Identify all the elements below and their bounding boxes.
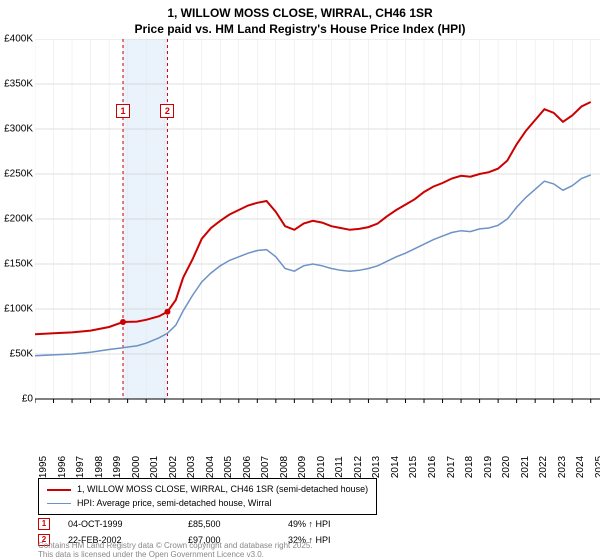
x-tick-label: 2002 <box>168 456 179 478</box>
y-axis-labels: £0£50K£100K£150K£200K£250K£300K£350K£400… <box>0 39 35 439</box>
x-tick-label: 2011 <box>334 456 345 478</box>
y-tick-label: £350K <box>4 79 33 90</box>
x-tick-label: 2010 <box>316 456 327 478</box>
legend-swatch <box>47 503 71 504</box>
x-tick-label: 2003 <box>186 456 197 478</box>
x-tick-label: 2014 <box>390 456 401 478</box>
footer-line-2: This data is licensed under the Open Gov… <box>38 550 313 560</box>
x-tick-label: 2020 <box>501 456 512 478</box>
x-tick-label: 2000 <box>131 456 142 478</box>
x-tick-label: 2015 <box>408 456 419 478</box>
y-tick-label: £0 <box>22 394 33 405</box>
x-tick-label: 2004 <box>205 456 216 478</box>
x-tick-label: 1995 <box>38 456 49 478</box>
legend: 1, WILLOW MOSS CLOSE, WIRRAL, CH46 1SR (… <box>38 478 377 515</box>
x-tick-label: 1996 <box>57 456 68 478</box>
x-tick-label: 2024 <box>575 456 586 478</box>
legend-label: HPI: Average price, semi-detached house,… <box>77 497 271 511</box>
x-tick-label: 2022 <box>538 456 549 478</box>
x-tick-label: 2001 <box>149 456 160 478</box>
x-tick-label: 2009 <box>297 456 308 478</box>
x-tick-label: 2005 <box>223 456 234 478</box>
legend-item: 1, WILLOW MOSS CLOSE, WIRRAL, CH46 1SR (… <box>47 483 368 497</box>
legend-item: HPI: Average price, semi-detached house,… <box>47 497 368 511</box>
x-tick-label: 2019 <box>483 456 494 478</box>
y-tick-label: £100K <box>4 304 33 315</box>
y-tick-label: £250K <box>4 169 33 180</box>
y-tick-label: £200K <box>4 214 33 225</box>
x-tick-label: 2023 <box>557 456 568 478</box>
x-tick-label: 2017 <box>446 456 457 478</box>
y-tick-label: £300K <box>4 124 33 135</box>
x-tick-label: 1999 <box>112 456 123 478</box>
transaction-hpi-delta: 49% ↑ HPI <box>288 519 388 529</box>
x-tick-label: 2007 <box>260 456 271 478</box>
x-tick-label: 2006 <box>242 456 253 478</box>
footer-attribution: Contains HM Land Registry data © Crown c… <box>38 541 313 560</box>
x-axis-labels: 1995 1996 1997 1998 1999 2000 2001 2002 2003 2004… <box>35 439 600 477</box>
x-tick-label: 2018 <box>464 456 475 478</box>
y-tick-label: £50K <box>10 349 33 360</box>
x-tick-label: 1998 <box>94 456 105 478</box>
footer-line-1: Contains HM Land Registry data © Crown c… <box>38 541 313 551</box>
x-tick-label: 2016 <box>427 456 438 478</box>
title-line-2: Price paid vs. HM Land Registry's House … <box>0 22 600 38</box>
x-tick-label: 1997 <box>75 456 86 478</box>
title-line-1: 1, WILLOW MOSS CLOSE, WIRRAL, CH46 1SR <box>0 6 600 22</box>
transaction-date: 04-OCT-1999 <box>68 519 188 529</box>
y-tick-label: £150K <box>4 259 33 270</box>
chart-area: £0£50K£100K£150K£200K£250K£300K£350K£400… <box>35 39 600 439</box>
transaction-index-badge: 1 <box>38 518 50 530</box>
line-chart-svg <box>35 39 600 439</box>
x-tick-label: 2025 <box>594 456 600 478</box>
transaction-price: £85,500 <box>188 519 288 529</box>
x-tick-label: 2013 <box>371 456 382 478</box>
y-tick-label: £400K <box>4 34 33 45</box>
x-tick-label: 2012 <box>353 456 364 478</box>
legend-label: 1, WILLOW MOSS CLOSE, WIRRAL, CH46 1SR (… <box>77 483 368 497</box>
legend-swatch <box>47 489 71 491</box>
x-tick-label: 2008 <box>279 456 290 478</box>
x-tick-label: 2021 <box>520 456 531 478</box>
chart-title-block: 1, WILLOW MOSS CLOSE, WIRRAL, CH46 1SR P… <box>0 0 600 39</box>
transaction-row: 1 04-OCT-1999£85,50049% ↑ HPI <box>38 516 388 532</box>
